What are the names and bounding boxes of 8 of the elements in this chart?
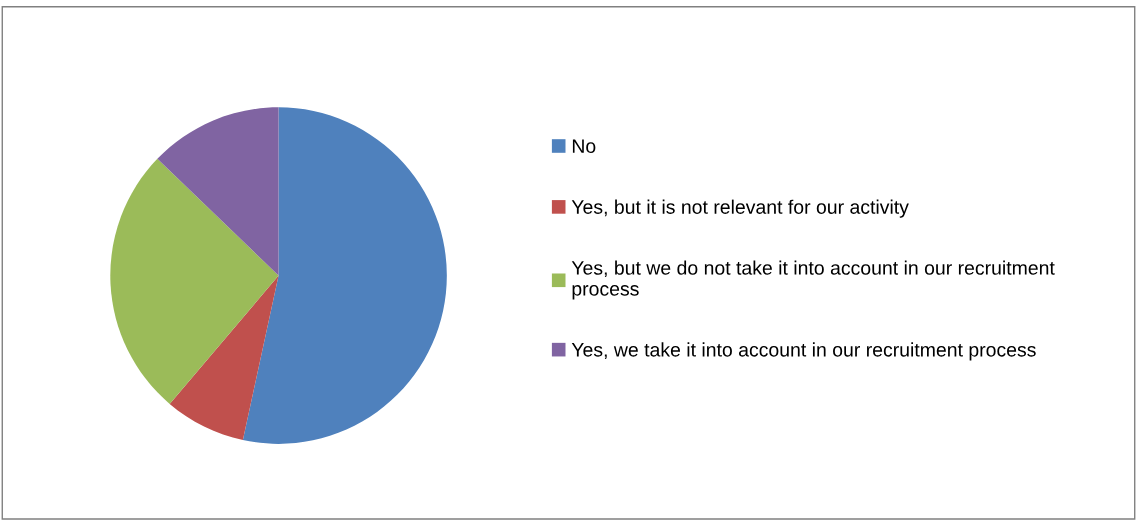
pie-slice bbox=[242, 107, 447, 444]
legend-label: Yes, but it is not relevant for our activity bbox=[571, 199, 909, 218]
legend-label: Yes, we take it into account in our recruitment process bbox=[571, 342, 1036, 361]
pie-slice bbox=[157, 107, 279, 276]
pie-slice bbox=[169, 275, 279, 441]
legend-label: No bbox=[572, 139, 596, 153]
pie-slice bbox=[110, 158, 279, 404]
legend-label: Yes, but we do not take it into account in our recruitment process bbox=[571, 260, 1055, 300]
